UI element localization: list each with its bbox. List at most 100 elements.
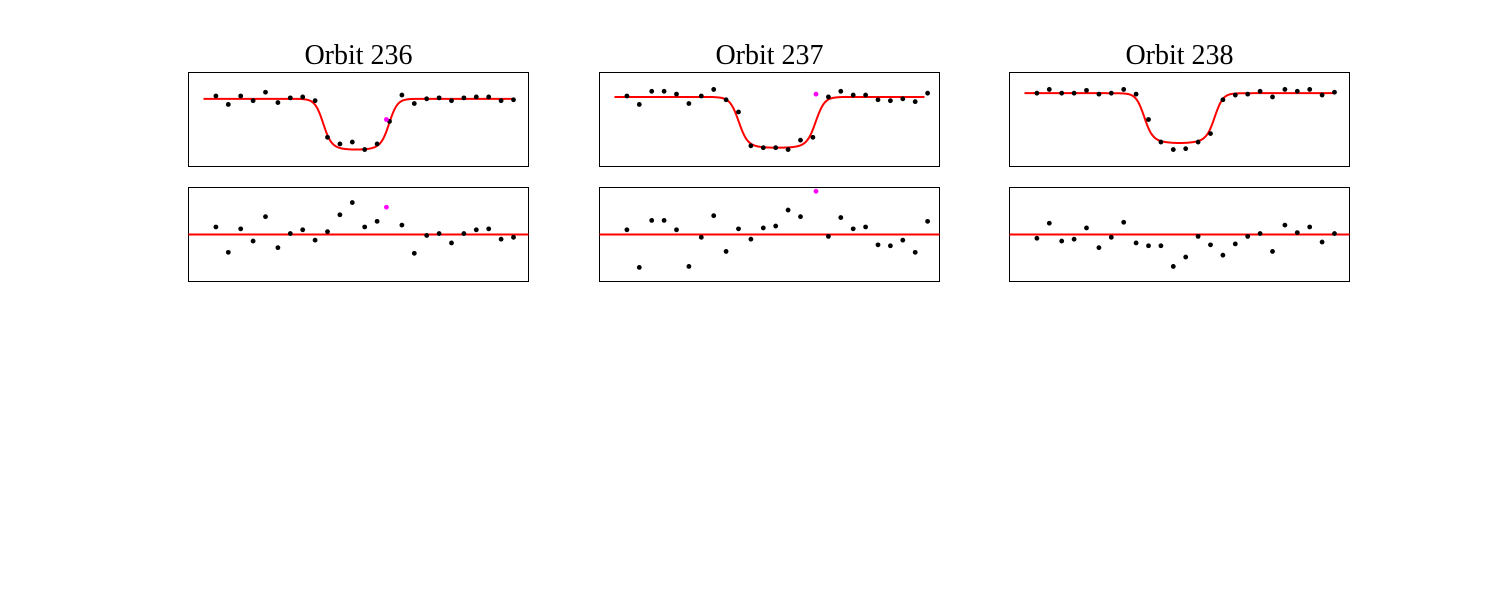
residual-point <box>312 237 318 243</box>
residual-point <box>337 212 343 218</box>
data-point <box>1208 131 1213 137</box>
residual-point <box>760 225 766 231</box>
data-point <box>213 93 219 99</box>
panel-orbit-236: Orbit 236 <box>188 40 529 282</box>
residuals-plot <box>188 200 529 256</box>
residual-point <box>736 226 741 232</box>
residual-point <box>925 218 930 224</box>
data-point <box>461 95 467 101</box>
data-point <box>1183 146 1189 152</box>
residual-point <box>785 207 791 213</box>
data-point <box>250 98 256 104</box>
residual-point <box>1108 234 1114 240</box>
data-point <box>1034 90 1040 96</box>
residual-point <box>1307 224 1313 230</box>
residual-point <box>624 227 630 233</box>
residual-point <box>1208 242 1213 248</box>
data-point <box>649 88 655 94</box>
model-curve <box>203 97 514 151</box>
residual-point <box>698 234 704 240</box>
residual-point <box>1059 238 1065 244</box>
residual-point <box>798 214 803 220</box>
data-point <box>1096 91 1102 97</box>
residual-point <box>362 224 368 230</box>
data-point <box>1146 117 1151 122</box>
residual-point <box>238 226 244 232</box>
residual-point <box>449 240 454 246</box>
residual-point <box>1170 264 1176 269</box>
data-point <box>337 141 343 147</box>
panel-orbit-238: Orbit 238 <box>1009 40 1350 282</box>
residual-point <box>1071 236 1077 242</box>
residual-point <box>661 218 667 223</box>
data-point <box>624 93 630 99</box>
residual-point <box>275 245 281 251</box>
lightcurve-axes <box>599 72 940 167</box>
lightcurve-plot <box>1024 87 1337 152</box>
residual-point <box>1319 239 1325 245</box>
data-point <box>486 94 492 100</box>
residual-point <box>912 249 918 255</box>
residual-point <box>1245 233 1251 239</box>
residual-point <box>399 222 405 228</box>
data-point <box>1282 87 1288 92</box>
residual-point <box>461 231 467 236</box>
residual-point <box>1195 233 1201 239</box>
residual-point <box>287 231 293 236</box>
data-point <box>300 94 306 100</box>
data-point <box>1294 88 1300 94</box>
data-point <box>636 102 642 107</box>
data-point <box>1059 90 1065 96</box>
data-point <box>711 87 717 92</box>
data-point <box>1232 92 1238 98</box>
model-curve <box>614 95 925 149</box>
residual-point <box>436 231 442 236</box>
residual-point <box>1183 254 1189 260</box>
lightcurve-plot <box>203 89 516 152</box>
residual-point <box>649 218 655 223</box>
data-point <box>686 101 692 106</box>
residual-point <box>723 249 729 254</box>
residual-point <box>473 227 479 233</box>
data-point <box>424 96 430 102</box>
panel-title: Orbit 238 <box>1125 40 1233 71</box>
data-point <box>863 92 868 98</box>
data-point <box>411 101 417 106</box>
data-point <box>225 102 231 107</box>
outlier-point <box>813 91 819 97</box>
data-point <box>1245 91 1251 97</box>
outlier-residual-point <box>384 204 389 210</box>
data-point <box>1195 139 1201 145</box>
residual-point <box>850 226 856 232</box>
lightcurve-axes <box>1009 72 1350 167</box>
data-point <box>238 93 244 99</box>
data-point <box>1046 87 1052 92</box>
data-point <box>723 97 729 103</box>
residual-point <box>498 236 504 242</box>
residual-point <box>349 200 355 205</box>
residual-point <box>711 213 717 219</box>
residuals-plot <box>599 188 940 270</box>
data-point <box>838 88 844 94</box>
residual-point <box>1146 243 1151 249</box>
residual-point <box>1294 230 1300 236</box>
data-point <box>263 89 268 95</box>
residual-point <box>424 233 430 238</box>
data-point <box>798 137 803 143</box>
data-point <box>436 95 442 101</box>
residual-point <box>748 236 754 242</box>
residual-point <box>1220 252 1226 258</box>
data-point <box>374 141 380 147</box>
data-point <box>674 91 679 97</box>
data-point <box>1084 87 1089 93</box>
residual-point <box>1332 231 1337 236</box>
residual-point <box>1121 219 1127 225</box>
data-point <box>850 92 856 98</box>
residual-point <box>250 238 256 244</box>
residuals-plot <box>1009 219 1350 269</box>
residual-point <box>826 233 831 239</box>
data-point <box>748 143 754 149</box>
residual-point <box>1270 249 1275 254</box>
panel-orbit-237: Orbit 237 <box>599 40 940 282</box>
